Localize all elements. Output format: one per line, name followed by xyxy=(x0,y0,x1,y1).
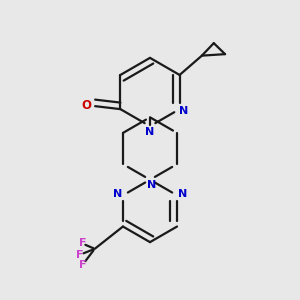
Text: N: N xyxy=(147,180,156,190)
Text: N: N xyxy=(178,189,187,199)
Text: F: F xyxy=(76,250,84,260)
Text: F: F xyxy=(79,260,86,270)
Text: F: F xyxy=(79,238,86,248)
Text: N: N xyxy=(145,127,154,136)
Text: N: N xyxy=(178,106,188,116)
Text: O: O xyxy=(81,99,91,112)
Text: N: N xyxy=(113,189,122,199)
